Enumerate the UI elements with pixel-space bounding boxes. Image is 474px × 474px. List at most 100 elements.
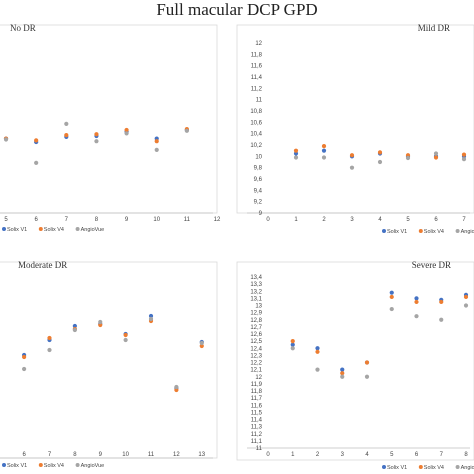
legend-marker xyxy=(38,227,43,231)
data-point-angiovue xyxy=(389,306,394,312)
legend-label: Solix V1 xyxy=(7,463,27,469)
data-point-angiovue xyxy=(154,147,159,152)
x-tick-label: 6 xyxy=(22,452,26,458)
panel-title: No DR xyxy=(10,23,36,33)
x-tick-label: 6 xyxy=(434,217,438,223)
data-point-angio xyxy=(433,151,439,156)
x-tick-label: 4 xyxy=(365,452,369,458)
legend-marker xyxy=(455,465,460,469)
y-tick-label: 12,8 xyxy=(250,318,262,324)
data-point-solix-v4 xyxy=(377,150,383,155)
legend-marker xyxy=(2,463,6,467)
data-point-solix-v1 xyxy=(321,148,327,153)
data-point-solix-v4 xyxy=(98,322,103,328)
y-tick-label: 12 xyxy=(255,375,262,381)
x-tick-label: 8 xyxy=(73,452,77,458)
x-tick-label: 8 xyxy=(95,217,99,223)
panel-moderate-dr: Moderate DR 6 7 8 9 10 11 12 13 Solix V1 Solix V4 A… xyxy=(0,260,218,469)
data-point-solix-v1 xyxy=(290,342,295,347)
data-point-angio xyxy=(321,155,327,160)
legend-marker xyxy=(75,227,80,231)
y-tick-label: 11,8 xyxy=(251,389,263,395)
legend-label: Solix V4 xyxy=(44,463,64,469)
data-point-solix-v4 xyxy=(439,299,444,305)
legend-marker xyxy=(418,465,423,469)
y-tick-label: 10,4 xyxy=(250,132,262,138)
y-tick-label: 11,3 xyxy=(251,425,263,431)
data-point-solix-v4 xyxy=(124,127,129,133)
data-point-angiovue xyxy=(439,317,444,322)
x-tick-label: 8 xyxy=(464,452,468,458)
panel-mild-dr: Mild DR99,29,49,69,81010,210,410,610,811… xyxy=(236,23,474,235)
data-point-angiovue xyxy=(34,160,39,165)
data-point-solix-v4 xyxy=(315,349,320,354)
panel-border xyxy=(236,24,474,214)
data-point-solix-v4 xyxy=(433,155,439,160)
x-tick-label: 12 xyxy=(214,217,221,223)
y-tick-label: 11 xyxy=(256,98,263,104)
data-point-solix-v4 xyxy=(22,354,27,360)
x-tick-label: 9 xyxy=(125,217,129,223)
legend-marker xyxy=(455,229,460,233)
y-tick-label: 12 xyxy=(255,41,262,47)
y-tick-label: 11,2 xyxy=(251,86,263,92)
x-tick-label: 11 xyxy=(184,217,191,223)
data-point-angiovue xyxy=(340,374,345,379)
data-point-angiovue xyxy=(124,131,129,136)
data-point-solix-v4 xyxy=(389,294,394,300)
y-tick-label: 11,4 xyxy=(251,75,263,81)
y-tick-label: 12,7 xyxy=(250,325,262,331)
y-tick-label: 11,1 xyxy=(251,439,263,445)
x-tick-label: 12 xyxy=(173,452,180,458)
y-tick-label: 9,4 xyxy=(254,188,263,194)
panel-border xyxy=(236,261,474,461)
data-point-solix-v4 xyxy=(174,387,179,393)
legend-label: Solix V1 xyxy=(387,229,407,235)
x-tick-label: 1 xyxy=(294,217,298,223)
data-point-angio xyxy=(349,165,355,170)
data-point-solix-v1 xyxy=(340,367,345,372)
data-point-angio xyxy=(461,157,467,162)
data-point-solix-v4 xyxy=(154,139,159,144)
y-tick-label: 13,3 xyxy=(250,282,262,288)
x-tick-label: 3 xyxy=(341,452,345,458)
data-point-angiovue xyxy=(174,384,179,390)
y-tick-label: 10 xyxy=(255,154,262,160)
data-point-angiovue xyxy=(199,340,204,346)
data-point-angiovue xyxy=(290,346,295,351)
x-tick-label: 0 xyxy=(266,217,270,223)
panel-title: Mild DR xyxy=(418,23,450,33)
y-tick-label: 11,7 xyxy=(251,396,263,402)
data-point-angio xyxy=(405,155,411,161)
x-tick-label: 3 xyxy=(350,217,354,223)
x-tick-label: 4 xyxy=(378,217,382,223)
y-tick-label: 12,6 xyxy=(250,332,262,338)
legend-label: AngioVue xyxy=(461,465,474,471)
data-point-angiovue xyxy=(47,347,52,353)
y-tick-label: 13,4 xyxy=(250,275,262,281)
data-point-solix-v1 xyxy=(389,290,394,295)
y-tick-label: 11,6 xyxy=(251,64,263,70)
panel-title: Moderate DR xyxy=(18,260,67,270)
y-tick-label: 10,8 xyxy=(250,109,262,115)
y-tick-label: 13,1 xyxy=(250,296,262,302)
legend-label: Solix V4 xyxy=(44,227,64,233)
data-point-solix-v4 xyxy=(461,152,467,157)
legend-label: Solix V1 xyxy=(7,227,27,233)
data-point-solix-v4 xyxy=(94,132,99,137)
legend-label: Solix V4 xyxy=(424,229,444,235)
data-point-solix-v4 xyxy=(414,299,419,305)
legend-label: AngioVue xyxy=(81,227,105,233)
data-point-angiovue xyxy=(364,374,370,379)
data-point-angiovue xyxy=(64,121,69,127)
data-point-solix-v4 xyxy=(463,294,469,300)
legend-label: AngioVue xyxy=(81,463,105,469)
y-tick-label: 12,4 xyxy=(250,346,262,352)
y-tick-label: 11,9 xyxy=(251,382,263,388)
y-tick-label: 11 xyxy=(256,446,263,452)
data-point-solix-v4 xyxy=(199,343,204,349)
data-point-solix-v1 xyxy=(414,296,419,301)
x-tick-label: 7 xyxy=(440,452,444,458)
data-point-solix-v4 xyxy=(293,148,299,153)
